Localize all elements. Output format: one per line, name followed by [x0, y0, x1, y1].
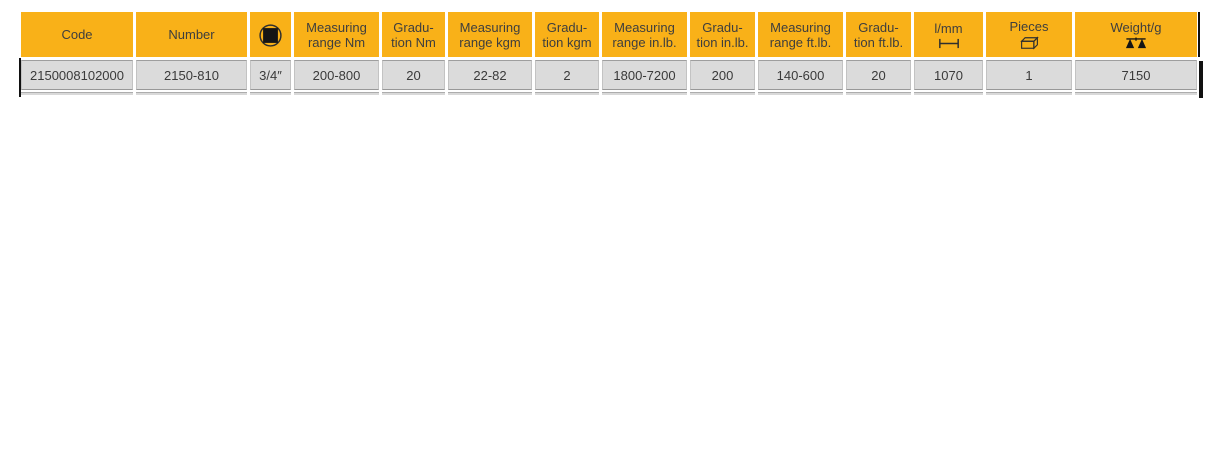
col-header-range-kgm: Measuring range kgm [448, 12, 532, 57]
col-header-pieces: Pieces [986, 12, 1072, 57]
square-drive-icon [259, 24, 282, 47]
col-header-range-inlb: Measuring range in.lb. [602, 12, 687, 57]
col-header-label: Weight/g [1110, 19, 1162, 35]
col-header-grad-inlb: Gradu- tion in.lb. [690, 12, 755, 57]
col-header-square-drive [250, 12, 291, 57]
cell-code: 2150008102000 [21, 60, 133, 90]
col-header-label: l/mm [934, 20, 963, 36]
scale-icon [1125, 37, 1147, 48]
table-header-row: Code Number Measuring range Nm Gradu- ti… [21, 12, 1197, 57]
box-icon [1019, 36, 1039, 50]
col-header-label: Code [61, 27, 93, 42]
cell-l-mm: 1070 [914, 60, 983, 90]
col-header-label: range kgm [459, 34, 521, 50]
col-header-code: Code [21, 12, 133, 57]
cell-number: 2150-810 [136, 60, 247, 90]
col-header-label: Gradu- [546, 19, 588, 35]
table-right-edge-line [1198, 12, 1200, 57]
col-header-label: Gradu- [393, 19, 434, 35]
cell-grad-ftlb: 20 [846, 60, 911, 90]
col-header-grad-ftlb: Gradu- tion ft.lb. [846, 12, 911, 57]
cell-range-kgm: 22-82 [448, 60, 532, 90]
product-spec-table: Code Number Measuring range Nm Gradu- ti… [21, 12, 1197, 95]
col-header-label: Measuring [614, 19, 675, 35]
col-header-label: Number [168, 27, 215, 42]
cell-range-nm: 200-800 [294, 60, 379, 90]
col-header-label: Pieces [1009, 19, 1049, 34]
col-header-label: range ft.lb. [769, 34, 832, 50]
col-header-label: tion ft.lb. [853, 34, 904, 50]
cell-drive: 3/4″ [250, 60, 291, 90]
cell-range-inlb: 1800-7200 [602, 60, 687, 90]
col-header-weight: Weight/g [1075, 12, 1197, 57]
table-left-edge-line [19, 58, 21, 97]
cell-range-ftlb: 140-600 [758, 60, 843, 90]
col-header-label: Measuring [459, 19, 521, 35]
col-header-length: l/mm [914, 12, 983, 57]
cell-weight-g: 7150 [1075, 60, 1197, 90]
col-header-label: Measuring [770, 19, 831, 35]
table-row: 2150008102000 2150-810 3/4″ 200-800 20 2… [21, 60, 1197, 90]
col-header-label: range Nm [307, 34, 366, 50]
col-header-label: tion kgm [542, 34, 592, 50]
col-header-label: tion Nm [391, 34, 436, 50]
col-header-range-ftlb: Measuring range ft.lb. [758, 12, 843, 57]
col-header-number: Number [136, 12, 247, 57]
col-header-label: tion in.lb. [696, 34, 749, 50]
col-header-label: Gradu- [702, 19, 743, 35]
table-right-edge-bar [1199, 61, 1203, 98]
length-icon [938, 38, 959, 48]
cell-grad-nm: 20 [382, 60, 445, 90]
col-header-label: Gradu- [858, 19, 899, 35]
col-header-grad-nm: Gradu- tion Nm [382, 12, 445, 57]
cell-pieces: 1 [986, 60, 1072, 90]
col-header-label: Measuring [306, 19, 367, 35]
clipped-next-row [21, 92, 1197, 95]
col-header-label: range in.lb. [612, 34, 677, 50]
cell-grad-inlb: 200 [690, 60, 755, 90]
cell-grad-kgm: 2 [535, 60, 599, 90]
col-header-grad-kgm: Gradu- tion kgm [535, 12, 599, 57]
col-header-range-nm: Measuring range Nm [294, 12, 379, 57]
